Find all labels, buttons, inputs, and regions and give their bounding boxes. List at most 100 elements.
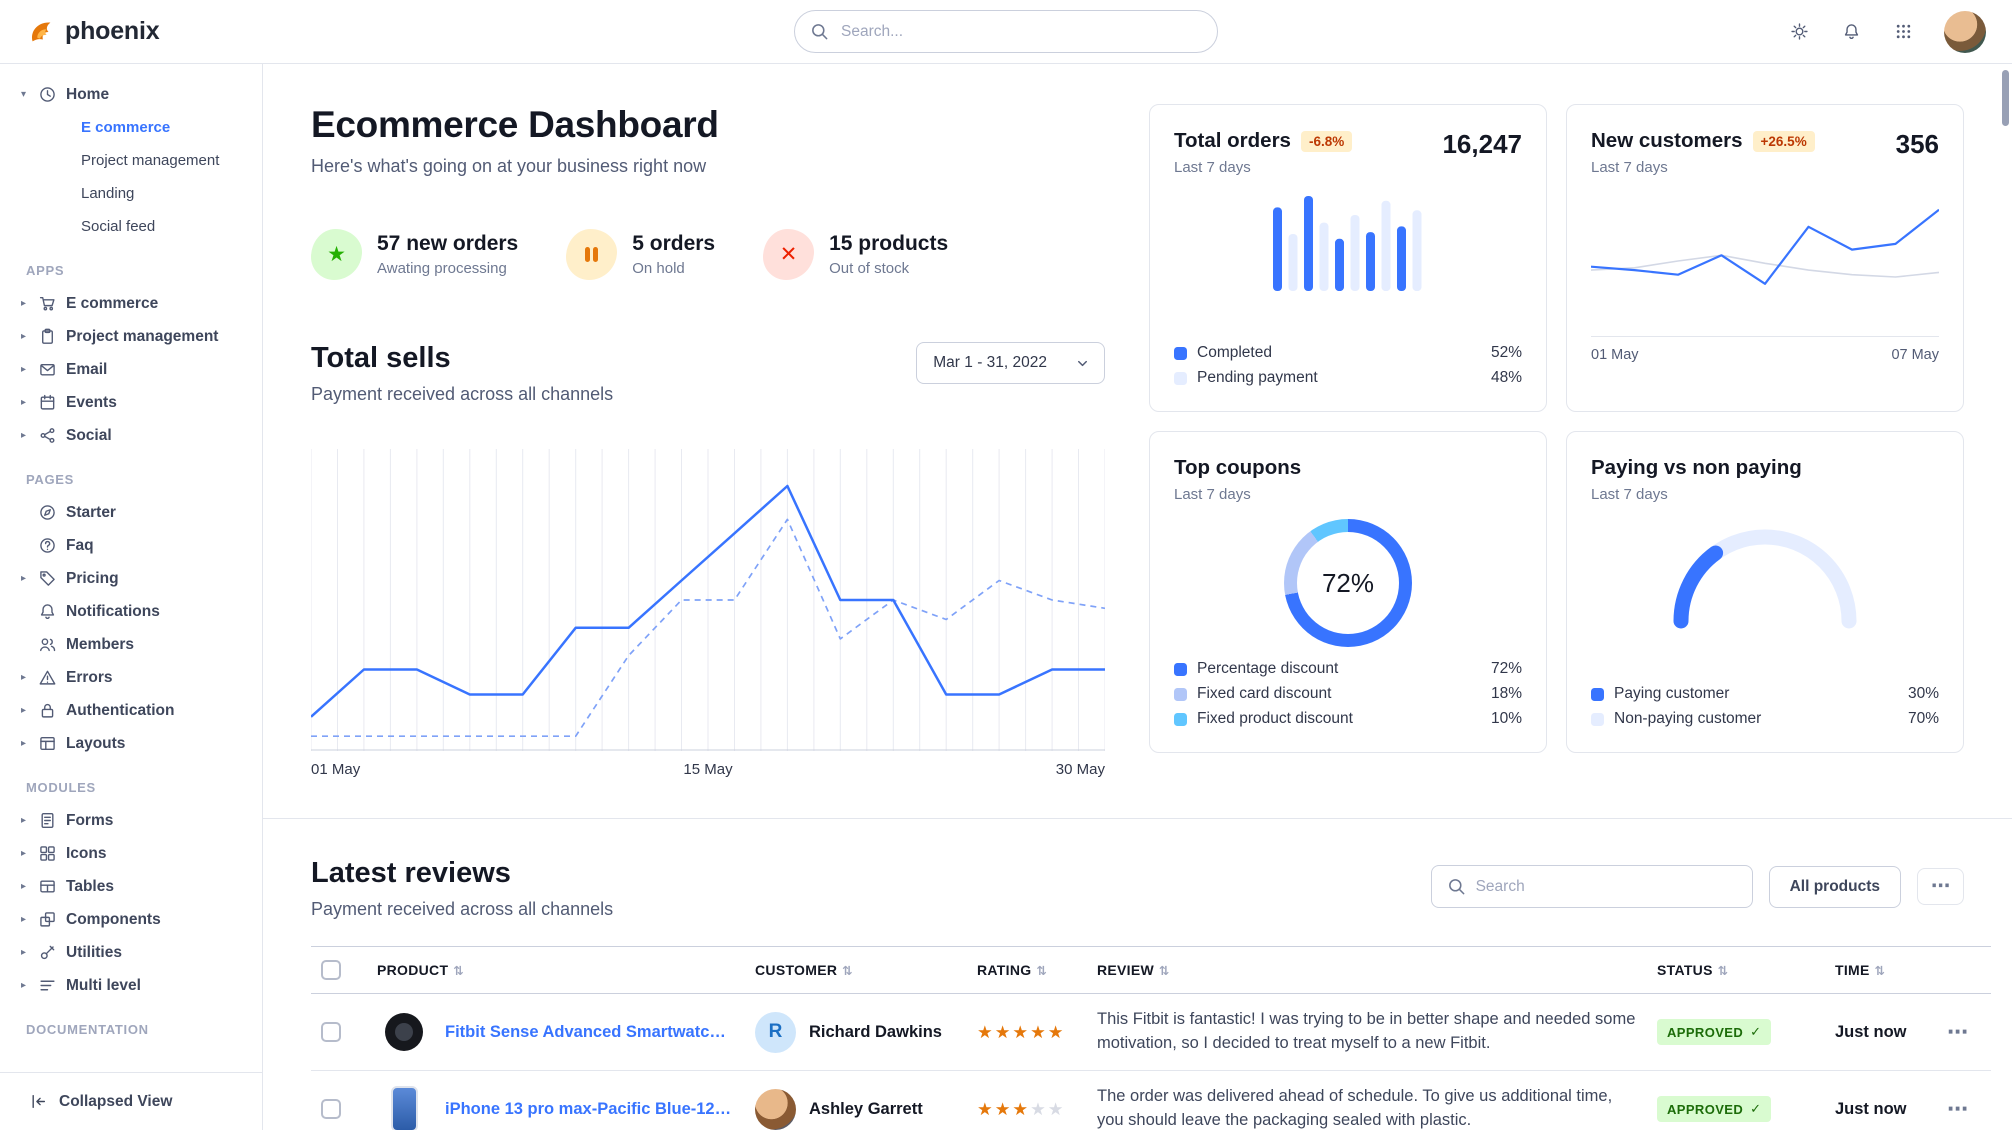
sidebar-item-events[interactable]: ▸ Events [0,386,262,419]
apps-grid-button[interactable] [1882,10,1926,54]
star-icon: ★ [311,229,362,280]
rating-cell: ★★★★★ [967,1070,1087,1130]
sidebar-item-project-management[interactable]: ▸ Project management [0,320,262,353]
sort-icon[interactable]: ⇅ [1159,964,1170,978]
column-label: RATING [977,962,1032,978]
share-icon [39,427,57,445]
sidebar-item-social[interactable]: ▸ Social [0,419,262,452]
column-header-review[interactable]: REVIEW ⇅ [1087,946,1647,994]
notifications-button[interactable] [1830,10,1874,54]
sort-icon[interactable]: ⇅ [1874,964,1886,978]
reviews-more-button[interactable]: ⋯ [1917,868,1964,905]
sidebar-section-label-apps: APPS [26,263,65,278]
sort-icon[interactable]: ⇅ [1036,964,1048,978]
sidebar-item-faq[interactable]: Faq [0,529,262,562]
rating-stars: ★★★★★ [977,1021,1066,1042]
search-input[interactable] [794,10,1218,53]
sidebar-subitem-landing[interactable]: Landing [81,185,135,202]
paying-legend: Paying customer 30% Non-paying customer 70% [1591,685,1939,728]
card-period: Last 7 days [1174,486,1251,503]
column-label: CUSTOMER [755,962,838,978]
sidebar-item-components[interactable]: ▸ Components [0,903,262,936]
row-more-button[interactable]: ⋯ [1937,1070,1991,1130]
column-header-rating[interactable]: RATING ⇅ [967,946,1087,994]
stat-out-of-stock: ✕ 15 products Out of stock [763,229,948,280]
total-orders-value: 16,247 [1442,129,1522,159]
ellipsis-icon: ⋯ [1931,876,1950,897]
time-cell: Just now [1825,1070,1937,1130]
sort-icon[interactable]: ⇅ [842,964,854,978]
scrollbar-thumb[interactable] [2002,70,2009,126]
stat-text: 15 products Out of stock [829,232,948,277]
product-link[interactable]: iPhone 13 pro max-Pacific Blue-128GB sto… [445,1099,735,1118]
sidebar-item-icons[interactable]: ▸ Icons [0,837,262,870]
brand-logo[interactable]: phoenix [26,17,160,47]
sidebar-subitem-e-commerce[interactable]: E commerce [81,119,171,136]
product-cell-wrap: iPhone 13 pro max-Pacific Blue-128GB sto… [367,1070,745,1130]
sidebar-item-errors[interactable]: ▸ Errors [0,661,262,694]
row-checkbox[interactable] [321,960,341,980]
all-products-button[interactable]: All products [1768,865,1901,908]
sidebar-item-authentication[interactable]: ▸ Authentication [0,694,262,727]
legend-value: 52% [1490,344,1522,361]
sidebar-item-multi-level[interactable]: ▸ Multi level [0,969,262,1002]
theme-toggle-button[interactable] [1778,10,1822,54]
x-tick: 15 May [683,761,733,778]
checkbox-cell [311,1070,367,1130]
sidebar-item-members[interactable]: Members [0,628,262,661]
collapse-sidebar-button[interactable]: Collapsed View [0,1072,262,1130]
sort-icon[interactable]: ⇅ [453,964,465,978]
sort-icon[interactable]: ⇅ [1717,964,1729,978]
review-row: iPhone 13 pro max-Pacific Blue-128GB sto… [311,1070,1991,1130]
sidebar-item-utilities[interactable]: ▸ Utilities [0,936,262,969]
sidebar-item-forms[interactable]: ▸ Forms [0,804,262,837]
sidebar-item-label: Errors [66,668,113,686]
orders-legend: Completed 52% Pending payment 48% [1174,344,1522,387]
reviews-search-input[interactable] [1430,865,1753,908]
sidebar-item-email[interactable]: ▸ Email [0,353,262,386]
kpi-cards-grid: Total orders -6.8% Last 7 days 16,247 Co… [1149,104,1964,778]
status-badge: APPROVED ✓ [1657,1096,1772,1122]
phoenix-logo-icon [32,22,51,41]
donut-center-label: 72% [1321,567,1375,598]
bell-icon [39,603,57,621]
column-label: PRODUCT [377,962,449,978]
sidebar-subitem-social-feed[interactable]: Social feed [81,218,156,235]
legend-item-completed: Completed 52% [1174,344,1522,362]
new-customers-line-chart [1591,192,1939,330]
row-checkbox[interactable] [321,1022,341,1042]
sidebar-item-home[interactable]: ▾ Home [0,78,262,111]
topbar: phoenix [0,0,2012,64]
actions-header [1937,946,1991,994]
calendar-icon [39,394,57,412]
chevron-right-icon: ▸ [20,980,27,991]
legend-value: 30% [1907,685,1939,702]
row-more-button[interactable]: ⋯ [1937,993,1991,1071]
column-header-time[interactable]: TIME ⇅ [1825,946,1937,994]
sidebar-item-label: Pricing [66,569,119,587]
sidebar-nav: ▾ Home E commerce Project management Landing… [0,78,262,1046]
product-link[interactable]: Fitbit Sense Advanced Smartwatch with To… [445,1022,735,1041]
row-checkbox[interactable] [321,1099,341,1119]
sidebar-item-e-commerce[interactable]: ▸ E commerce [0,287,262,320]
layout-icon [39,735,57,753]
top-coupons-donut-chart: 72% [1284,519,1412,647]
legend-bullet [1174,346,1187,360]
chevron-right-icon: ▸ [20,738,27,749]
sidebar-item-notifications[interactable]: Notifications [0,595,262,628]
column-header-customer[interactable]: CUSTOMER ⇅ [745,946,967,994]
sidebar-item-layouts[interactable]: ▸ Layouts [0,727,262,760]
sidebar-subitem-project-management[interactable]: Project management [81,152,220,169]
user-avatar[interactable] [1944,10,1986,53]
warning-icon [39,669,57,687]
column-header-status[interactable]: STATUS ⇅ [1647,946,1825,994]
date-range-select[interactable]: Mar 1 - 31, 2022 [916,342,1105,384]
stat-caption: Awating processing [377,260,507,277]
sidebar-item-starter[interactable]: Starter [0,496,262,529]
sidebar-item-pricing[interactable]: ▸ Pricing [0,562,262,595]
product-cell: Fitbit Sense Advanced Smartwatch with To… [377,1005,735,1059]
column-header-product[interactable]: PRODUCT ⇅ [367,946,745,994]
bell-icon [1843,23,1861,41]
latest-reviews-section: Latest reviews Payment received across a… [311,819,1991,1130]
sidebar-item-tables[interactable]: ▸ Tables [0,870,262,903]
